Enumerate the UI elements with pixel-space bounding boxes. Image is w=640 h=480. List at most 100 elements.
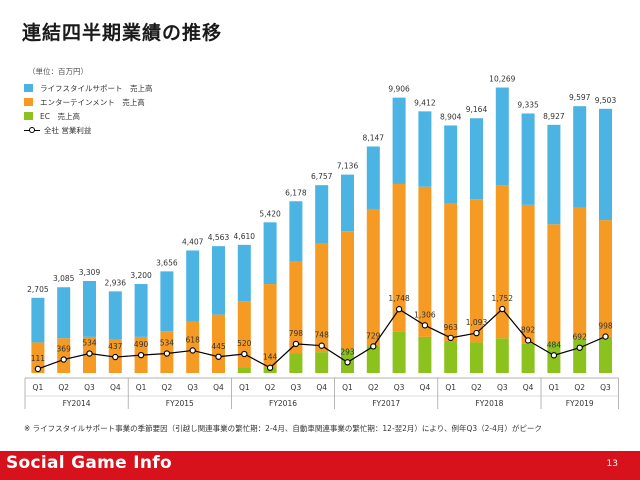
- bar-ec: [237, 367, 251, 373]
- quarter-tick-label: Q1: [33, 383, 44, 392]
- bar-lifestyle: [160, 271, 174, 332]
- fiscal-year-label: FY2016: [269, 399, 297, 408]
- bar-lifestyle: [83, 281, 96, 337]
- bar-lifestyle: [263, 222, 277, 285]
- bar-lifestyle: [599, 108, 612, 221]
- bar-lifestyle: [495, 87, 509, 186]
- bar-lifestyle: [341, 174, 354, 232]
- operating-profit-point: [215, 353, 222, 360]
- operating-profit-label: 534: [82, 339, 97, 348]
- quarter-tick-label: Q2: [58, 383, 69, 392]
- quarter-tick-label: Q2: [574, 383, 585, 392]
- operating-profit-point: [499, 305, 506, 313]
- bar-lifestyle: [418, 111, 432, 187]
- operating-profit-label: 748: [315, 331, 330, 340]
- quarter-tick-label: Q1: [239, 383, 250, 392]
- bar-entertainment: [599, 220, 612, 337]
- operating-profit-label: 1,752: [492, 294, 514, 303]
- operating-profit-point: [292, 340, 300, 348]
- operating-profit-label: 369: [57, 345, 72, 354]
- bar-lifestyle: [237, 244, 251, 302]
- bar-entertainment: [289, 261, 303, 354]
- bar-ec: [418, 336, 432, 373]
- bar-ec: [289, 353, 303, 373]
- operating-profit-label: 520: [237, 339, 252, 348]
- operating-profit-point: [241, 350, 248, 358]
- operating-profit-label: 1,093: [466, 318, 488, 327]
- quarter-tick-label: Q1: [445, 383, 456, 392]
- operating-profit-point: [163, 350, 171, 357]
- bar-ec: [392, 331, 406, 373]
- total-label: 6,178: [285, 188, 307, 197]
- bar-entertainment: [521, 204, 535, 344]
- bar-entertainment: [470, 199, 483, 343]
- quarter-tick-label: Q2: [471, 383, 482, 392]
- bar-ec: [366, 345, 380, 373]
- quarter-tick-label: Q4: [213, 383, 224, 392]
- bar-entertainment: [57, 338, 71, 373]
- operating-profit-point: [473, 329, 480, 337]
- total-label: 9,335: [517, 100, 539, 109]
- bar-entertainment: [392, 183, 406, 332]
- total-label: 4,563: [208, 233, 230, 242]
- bar-ec: [470, 342, 483, 373]
- legend-swatch-entertainment: [24, 98, 33, 106]
- operating-profit-point: [550, 352, 558, 359]
- operating-profit-label: 111: [31, 354, 46, 363]
- bar-entertainment: [418, 186, 432, 337]
- page-number: 13: [606, 459, 618, 469]
- bar-entertainment: [237, 301, 251, 368]
- legend-swatch-operating-profit: [24, 126, 40, 135]
- bar-lifestyle: [31, 297, 45, 343]
- bar-ec: [444, 341, 458, 373]
- operating-profit-label: 293: [340, 347, 355, 356]
- operating-profit-label: 1,748: [388, 294, 410, 303]
- fiscal-year-label: FY2017: [372, 399, 400, 408]
- operating-profit-label: 144: [263, 353, 278, 362]
- bar-lifestyle: [470, 118, 483, 200]
- bar-lifestyle: [289, 201, 303, 262]
- bar-entertainment: [212, 314, 225, 373]
- total-label: 3,200: [130, 271, 152, 280]
- legend-item-ec: EC 売上高: [24, 109, 153, 123]
- operating-profit-label: 798: [289, 329, 304, 338]
- operating-profit-label: 437: [108, 342, 123, 351]
- operating-profit-label: 998: [598, 322, 613, 331]
- quarter-tick-label: Q1: [342, 383, 353, 392]
- bar-lifestyle: [547, 124, 561, 225]
- fiscal-year-label: FY2019: [566, 399, 594, 408]
- bar-entertainment: [444, 203, 458, 342]
- operating-profit-label: 1,306: [414, 310, 436, 319]
- bar-lifestyle: [108, 291, 122, 340]
- quarter-tick-label: Q2: [265, 383, 276, 392]
- quarter-tick-label: Q3: [394, 383, 405, 392]
- operating-profit-label: 963: [444, 323, 459, 332]
- legend-label-lifestyle: ライフスタイルサポート 売上高: [40, 83, 153, 93]
- legend-item-entertainment: エンターテインメント 売上高: [24, 95, 153, 109]
- total-label: 3,085: [53, 274, 75, 283]
- total-label: 9,597: [569, 93, 591, 102]
- fiscal-year-label: FY2014: [63, 399, 91, 408]
- chart-legend: ライフスタイルサポート 売上高 エンターテインメント 売上高 EC 売上高 全社…: [24, 81, 153, 137]
- quarter-tick-label: Q3: [600, 383, 611, 392]
- operating-profit-label: 892: [521, 325, 536, 334]
- operating-profit-point: [524, 337, 532, 344]
- legend-item-lifestyle: ライフスタイルサポート 売上高: [24, 81, 153, 95]
- bar-lifestyle: [521, 113, 535, 205]
- bar-entertainment: [573, 207, 587, 339]
- bar-entertainment: [263, 284, 277, 368]
- total-label: 8,147: [363, 134, 385, 143]
- bar-entertainment: [315, 243, 329, 353]
- unit-label: （単位：百万円）: [28, 67, 88, 76]
- bar-ec: [573, 338, 587, 373]
- total-label: 4,407: [182, 237, 204, 246]
- bar-lifestyle: [444, 125, 458, 204]
- operating-profit-label: 618: [186, 335, 201, 344]
- quarter-tick-label: Q4: [523, 383, 534, 392]
- operating-profit-point: [576, 344, 583, 351]
- total-label: 8,904: [440, 112, 462, 121]
- page-title: 連結四半期業績の推移: [22, 22, 223, 44]
- total-label: 2,936: [105, 278, 127, 287]
- total-label: 5,420: [259, 209, 281, 218]
- operating-profit-label: 490: [134, 340, 149, 349]
